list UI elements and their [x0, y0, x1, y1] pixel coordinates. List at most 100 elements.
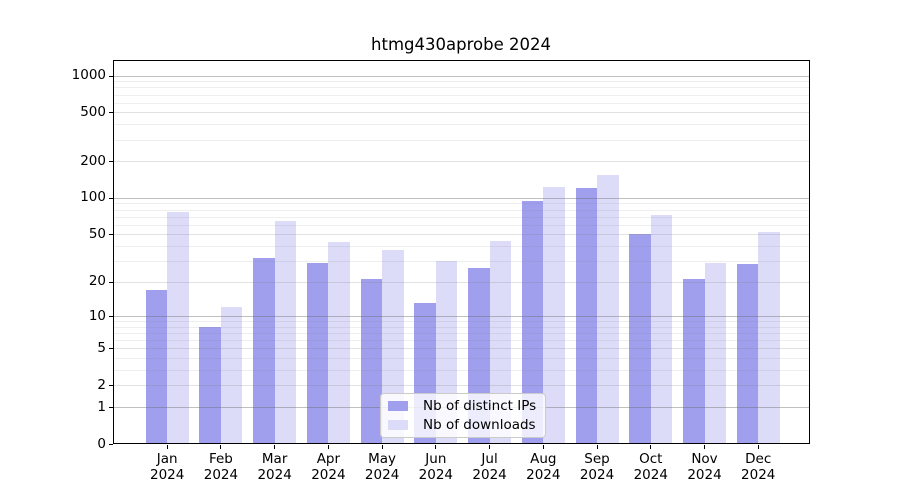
bar-jan-ips: [145, 289, 168, 444]
x-tick-month: Apr: [316, 451, 341, 467]
x-tick-label-jun: Jun 2024: [406, 451, 466, 483]
y-tick-mark: [109, 407, 113, 409]
bar-feb-ips: [199, 326, 221, 444]
y-tick-mark: [109, 348, 113, 350]
gridline: [114, 94, 810, 96]
gridline: [114, 245, 810, 247]
x-tick-mark: [650, 445, 652, 449]
x-tick-mark: [327, 445, 329, 449]
x-tick-year: 2024: [203, 466, 239, 483]
x-tick-month: Jan: [156, 451, 178, 467]
x-tick-month: Aug: [530, 451, 557, 467]
bar-dec-downloads: [758, 232, 780, 444]
x-tick-label-dec: Dec 2024: [728, 451, 788, 483]
x-tick-label-may: May 2024: [352, 451, 412, 483]
x-tick-year: 2024: [150, 466, 185, 483]
x-tick-year: 2024: [257, 466, 292, 483]
x-tick-month: Dec: [745, 451, 772, 467]
x-tick-mark: [220, 445, 222, 449]
x-tick-month: Oct: [639, 451, 663, 467]
gridline: [114, 234, 810, 236]
x-tick-mark: [381, 445, 383, 449]
y-tick-mark: [109, 234, 113, 236]
bar-may-ips: [360, 279, 383, 444]
gridline: [114, 209, 810, 211]
y-tick-mark: [109, 75, 113, 77]
bar-apr-ips: [306, 262, 329, 444]
bar-feb-downloads: [220, 307, 243, 444]
y-tick-mark: [109, 316, 113, 318]
bar-mar-ips: [253, 257, 275, 444]
x-tick-year: 2024: [311, 466, 346, 483]
x-tick-month: Nov: [691, 451, 718, 467]
bar-apr-downloads: [328, 242, 350, 444]
y-tick-label-1: 1: [97, 398, 106, 415]
y-tick-label-200: 200: [80, 152, 106, 169]
legend-entry-ips: Nb of distinct IPs: [388, 398, 537, 414]
gridline: [114, 75, 810, 77]
gridline: [114, 224, 810, 226]
legend-swatch-downloads-icon: [388, 419, 408, 430]
x-tick-mark: [166, 445, 168, 449]
x-tick-mark: [274, 445, 276, 449]
x-tick-label-feb: Feb 2024: [191, 451, 251, 483]
x-tick-label-mar: Mar 2024: [245, 451, 305, 483]
bar-dec-ips: [736, 264, 759, 444]
y-tick-mark: [109, 161, 113, 163]
x-tick-year: 2024: [364, 466, 400, 483]
x-tick-label-nov: Nov 2024: [675, 451, 735, 483]
x-tick-year: 2024: [472, 466, 507, 483]
legend: Nb of distinct IPs Nb of downloads: [380, 393, 546, 438]
y-tick-label-1000: 1000: [71, 67, 106, 84]
gridline: [114, 87, 810, 89]
bar-sep-downloads: [597, 174, 619, 444]
bar-nov-ips: [683, 279, 705, 444]
x-tick-month: Jun: [425, 451, 447, 467]
bar-aug-downloads: [543, 187, 565, 444]
x-tick-mark: [704, 445, 705, 449]
legend-label-ips: Nb of distinct IPs: [423, 398, 537, 415]
y-tick-mark: [109, 112, 113, 114]
x-tick-year: 2024: [687, 466, 722, 483]
x-tick-year: 2024: [526, 466, 561, 483]
y-tick-mark: [109, 444, 113, 445]
bar-sep-ips: [575, 188, 598, 444]
x-tick-mark: [542, 445, 544, 449]
x-tick-label-sep: Sep 2024: [567, 451, 627, 483]
x-tick-mark: [489, 445, 491, 449]
y-tick-label-0: 0: [97, 435, 106, 452]
bar-mar-downloads: [274, 221, 297, 444]
x-tick-label-apr: Apr 2024: [298, 451, 358, 483]
x-tick-month: May: [368, 451, 397, 467]
gridline: [114, 112, 810, 114]
y-tick-label-500: 500: [80, 103, 106, 120]
x-tick-month: Sep: [584, 451, 610, 467]
gridline: [114, 161, 810, 163]
y-tick-mark: [109, 385, 113, 387]
x-tick-month: Jul: [481, 451, 498, 467]
y-tick-mark: [109, 281, 113, 283]
x-tick-year: 2024: [633, 466, 668, 483]
gridline: [114, 139, 810, 141]
chart-title: htmg430aprobe 2024: [371, 35, 551, 54]
bar-jan-downloads: [167, 211, 189, 444]
x-tick-year: 2024: [579, 466, 615, 483]
y-tick-mark: [109, 197, 113, 199]
bar-nov-downloads: [704, 262, 726, 444]
y-tick-label-10: 10: [88, 307, 106, 324]
y-tick-label-20: 20: [88, 273, 106, 290]
y-tick-label-100: 100: [80, 189, 106, 206]
x-tick-label-aug: Aug 2024: [513, 451, 573, 483]
gridline: [114, 81, 810, 83]
bar-oct-ips: [629, 234, 651, 444]
x-tick-month: Mar: [261, 451, 288, 467]
gridline: [114, 216, 810, 218]
x-tick-label-oct: Oct 2024: [621, 451, 681, 483]
bar-oct-downloads: [650, 215, 673, 444]
legend-entry-downloads: Nb of downloads: [388, 417, 537, 433]
x-tick-month: Feb: [208, 451, 233, 467]
x-tick-mark: [596, 445, 598, 449]
legend-swatch-ips-icon: [388, 401, 408, 412]
gridline: [114, 102, 810, 104]
